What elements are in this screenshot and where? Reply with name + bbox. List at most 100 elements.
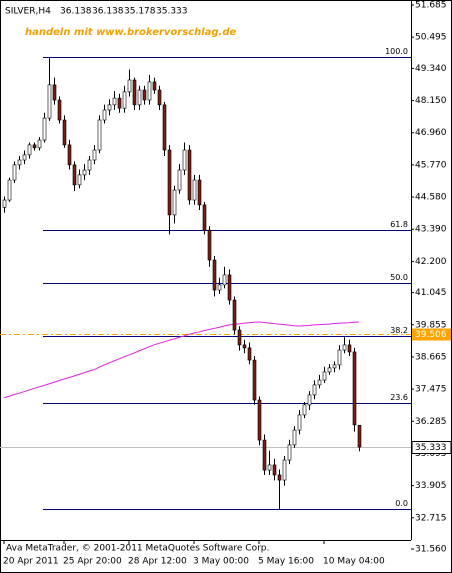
candle-body xyxy=(197,179,202,206)
candle-body xyxy=(57,99,62,121)
candle-body xyxy=(2,199,7,208)
fib-label: 50.0 xyxy=(390,273,408,282)
candle-body xyxy=(157,89,162,106)
footer: Ava MetaTrader, © 2001-2011 MetaQuotes S… xyxy=(6,544,269,554)
header-high: 36.138 xyxy=(92,7,124,17)
level-label-bg xyxy=(412,328,451,341)
candle-body xyxy=(342,344,347,351)
candle-body xyxy=(192,179,197,201)
bid-label: 35.333 xyxy=(415,443,447,453)
x-tick-label: 3 May 00:00 xyxy=(193,557,249,567)
candle-body xyxy=(132,79,137,106)
watermark: handeln mit www.brokervorschlag.de xyxy=(25,27,237,38)
y-tick-label: 42.200 xyxy=(415,257,447,267)
candle-body xyxy=(47,84,52,119)
candle-body xyxy=(282,459,287,481)
candle-body xyxy=(62,119,67,146)
candle-body xyxy=(227,274,232,301)
y-tick-label: 45.770 xyxy=(415,160,447,170)
candle-body xyxy=(27,144,32,156)
y-tick-label: 43.390 xyxy=(415,225,447,235)
y-tick-label: 51.685 xyxy=(415,1,447,11)
candle-body xyxy=(72,164,77,186)
fib-label: 23.6 xyxy=(390,393,408,402)
candle-body xyxy=(12,164,17,181)
y-tick-label: 38.665 xyxy=(415,352,447,362)
y-tick-label: 48.150 xyxy=(415,96,447,106)
candle-body xyxy=(177,169,182,191)
candle-body xyxy=(67,144,72,166)
level-label: 39.506 xyxy=(415,330,447,340)
candle-body xyxy=(112,97,117,106)
candle-body xyxy=(87,159,92,171)
candle-body xyxy=(252,359,257,401)
candle-body xyxy=(107,104,112,111)
candle-body xyxy=(172,189,177,216)
candle-body xyxy=(242,344,247,349)
candle-body xyxy=(277,474,282,481)
candle-body xyxy=(222,274,227,286)
x-tick-label: 10 May 04:00 xyxy=(323,557,385,567)
y-tick-label: 31.560 xyxy=(415,545,447,555)
fib-label: 61.8 xyxy=(390,220,408,229)
candle-body xyxy=(212,259,217,291)
x-tick-label: 25 Apr 20:00 xyxy=(63,557,122,567)
y-tick-label: 50.495 xyxy=(415,33,447,43)
candle-body xyxy=(37,139,42,149)
symbol: SILVER,H4 xyxy=(5,7,51,17)
fib-label: 0.0 xyxy=(395,499,408,508)
x-tick-label: 28 Apr 12:00 xyxy=(128,557,187,567)
candle-body xyxy=(162,104,167,151)
candle-body xyxy=(297,414,302,431)
candle-body xyxy=(317,379,322,386)
candle-body xyxy=(257,399,262,441)
y-tick-label: 46.960 xyxy=(415,128,447,138)
fib-label: 100.0 xyxy=(385,47,408,56)
candle-body xyxy=(302,404,307,416)
candle-body xyxy=(232,299,237,331)
candle-body xyxy=(217,284,222,291)
y-tick-label: 36.285 xyxy=(415,417,447,427)
candle-body xyxy=(147,81,152,101)
candle-body xyxy=(167,149,172,216)
candle-body xyxy=(7,179,12,201)
candle-body xyxy=(182,149,187,171)
x-tick-label: 5 May 16:00 xyxy=(258,557,314,567)
y-tick-label: 41.045 xyxy=(415,288,447,298)
candle-body xyxy=(92,149,97,161)
candle-body xyxy=(82,169,87,176)
candle-body xyxy=(137,89,142,106)
candle-body xyxy=(102,109,107,121)
candle-body xyxy=(272,464,277,476)
header-open: 36.138 xyxy=(60,7,92,17)
candle-body xyxy=(142,89,147,101)
candle-body xyxy=(237,329,242,346)
candle-body xyxy=(187,149,192,201)
candle-body xyxy=(127,79,132,93)
candle-body xyxy=(207,229,212,261)
candle-body xyxy=(327,367,332,373)
candle-body xyxy=(332,364,337,369)
bid-label-bg xyxy=(411,441,452,454)
y-tick-label: 44.580 xyxy=(415,193,447,203)
candle-body xyxy=(287,444,292,461)
candle-body xyxy=(262,439,267,471)
y-tick-label: 33.905 xyxy=(415,481,447,491)
candle-body xyxy=(292,429,297,446)
candle-body xyxy=(22,154,27,161)
y-tick-label: 49.340 xyxy=(415,64,447,74)
y-tick-label: 32.715 xyxy=(415,513,447,523)
candle-body xyxy=(337,349,342,366)
candle-body xyxy=(347,344,352,353)
candle-body xyxy=(312,384,317,396)
candle-body xyxy=(357,424,362,448)
candle-body xyxy=(42,117,47,141)
header-close: 35.333 xyxy=(156,7,188,17)
x-tick-label: 20 Apr 2011 xyxy=(3,557,59,567)
candle-body xyxy=(202,204,207,231)
candle-body xyxy=(32,144,37,149)
candle-body xyxy=(52,84,57,101)
candle-body xyxy=(122,91,127,109)
